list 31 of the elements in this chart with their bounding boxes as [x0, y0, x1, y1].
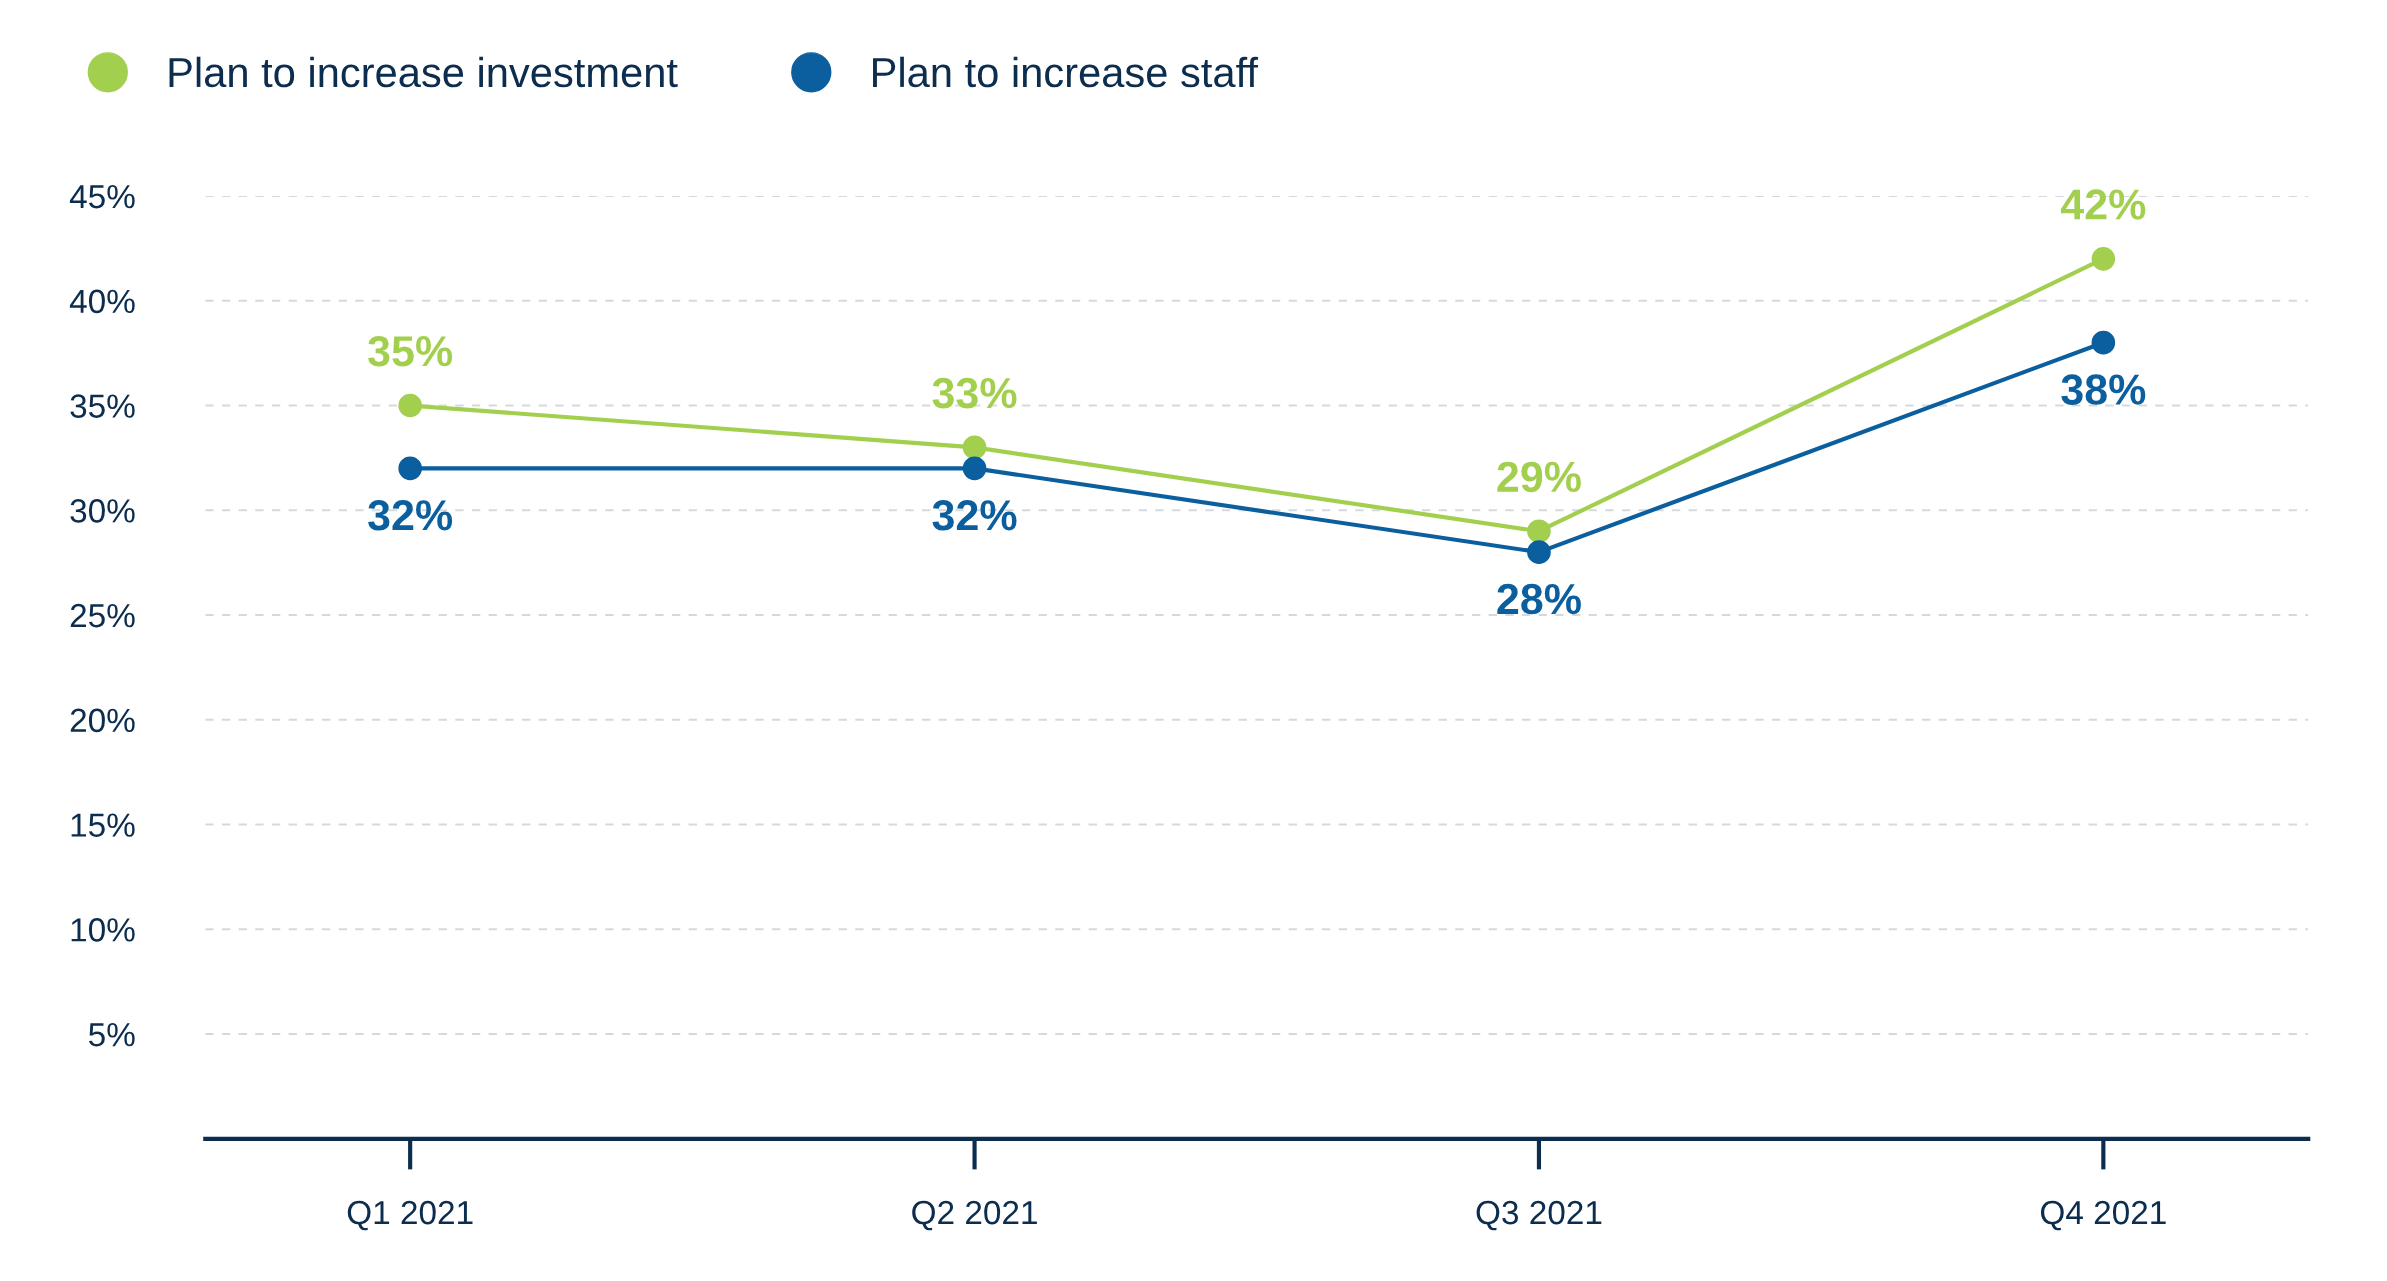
point: [2091, 247, 2116, 271]
text: 35%: [368, 335, 453, 367]
text: 28%: [1497, 583, 1581, 615]
y-tick-label: 35%: [70, 394, 135, 418]
point: [398, 456, 422, 481]
text: 29%: [1497, 461, 1581, 493]
text: 38%: [2061, 374, 2146, 405]
legend-label: Plan to increase staff: [873, 56, 1259, 88]
point: [2091, 330, 2116, 355]
y-tick-label: 5%: [88, 1023, 135, 1047]
point: [1527, 519, 1551, 544]
y-tick-label: 45%: [69, 184, 135, 209]
text: 32%: [368, 500, 453, 531]
y-tick-label: 20%: [70, 708, 135, 733]
y-tick-label: 40%: [69, 289, 135, 314]
y-tick-label: 10%: [71, 918, 135, 942]
y-tick-label: 30%: [70, 499, 135, 523]
x-tick-label: Q1 2021: [347, 1200, 473, 1231]
point: [398, 393, 422, 418]
point: [962, 435, 987, 460]
text: 33%: [932, 377, 1017, 409]
legend-label: Plan to increase investment: [169, 56, 678, 88]
point: [962, 456, 987, 481]
text: 32%: [932, 500, 1017, 531]
text: 42%: [2060, 189, 2146, 220]
y-tick-label: 25%: [70, 603, 135, 628]
x-tick-label: Q4 2021: [2041, 1200, 2166, 1231]
x-tick-label: Q2 2021: [912, 1200, 1037, 1231]
point: [1527, 540, 1551, 564]
y-tick-label: 15%: [71, 813, 135, 837]
x-tick-label: Q3 2021: [1476, 1200, 1602, 1231]
